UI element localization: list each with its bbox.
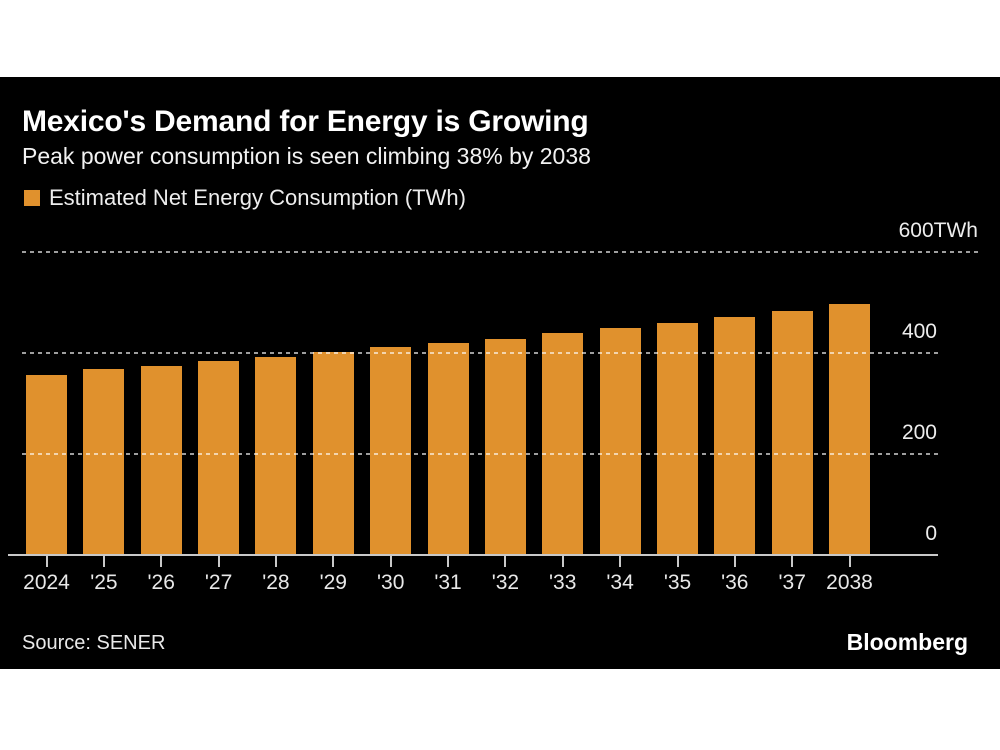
x-tick bbox=[332, 556, 335, 567]
bar-28 bbox=[255, 357, 297, 555]
x-tick bbox=[160, 556, 163, 567]
bar-36 bbox=[714, 317, 756, 555]
bar-25 bbox=[83, 369, 125, 555]
gridline-400 bbox=[22, 352, 940, 354]
x-tick-label: '26 bbox=[147, 571, 175, 594]
bar-31 bbox=[427, 343, 469, 555]
x-tick bbox=[791, 556, 794, 567]
chart-subtitle: Peak power consumption is seen climbing … bbox=[22, 143, 591, 169]
x-tick bbox=[274, 556, 277, 567]
x-tick-label: 2024 bbox=[23, 571, 70, 594]
bloomberg-logo: Bloomberg bbox=[846, 629, 968, 655]
legend-swatch-icon bbox=[24, 190, 40, 206]
x-tick-label: '37 bbox=[778, 571, 806, 594]
x-tick-label: '25 bbox=[90, 571, 118, 594]
x-tick bbox=[102, 556, 105, 567]
x-tick bbox=[217, 556, 220, 567]
y-tick-label: 200 bbox=[901, 421, 937, 444]
x-tick bbox=[389, 556, 392, 567]
y-tick-label: 400 bbox=[901, 320, 937, 343]
x-tick-label: '32 bbox=[491, 571, 520, 594]
bar-27 bbox=[198, 361, 240, 555]
x-tick-label: '31 bbox=[434, 571, 462, 594]
bar-2024 bbox=[26, 375, 67, 555]
source-note: Source: SENER bbox=[22, 632, 166, 654]
x-tick bbox=[619, 556, 622, 567]
x-tick-label: '28 bbox=[262, 571, 290, 594]
bar-37 bbox=[771, 311, 813, 555]
bar-34 bbox=[599, 328, 641, 555]
x-tick bbox=[848, 556, 851, 567]
chart-title: Mexico's Demand for Energy is Growing bbox=[22, 105, 589, 138]
bar-2038 bbox=[829, 304, 870, 555]
x-tick-label: 2038 bbox=[826, 571, 873, 594]
bar-32 bbox=[484, 339, 526, 555]
x-tick-label: '29 bbox=[319, 571, 347, 594]
legend-label: Estimated Net Energy Consumption (TWh) bbox=[49, 185, 466, 210]
x-tick-label: '34 bbox=[606, 571, 634, 594]
bar-33 bbox=[542, 333, 584, 555]
x-tick-label: '36 bbox=[721, 571, 749, 594]
y-tick-label: 0 bbox=[925, 522, 937, 545]
chart-panel: Mexico's Demand for Energy is Growing Pe… bbox=[0, 77, 1000, 669]
x-tick bbox=[561, 556, 564, 567]
y-tick-label: 600TWh bbox=[898, 219, 978, 242]
gridline-200 bbox=[22, 453, 940, 455]
x-axis-line bbox=[8, 554, 938, 556]
plot-area: 2024 '25 '26 '27 '28 '29 '30 '31 '32 '33 '34 '35 '36… bbox=[0, 77, 1000, 669]
x-tick bbox=[733, 556, 736, 567]
x-tick bbox=[45, 556, 48, 567]
bar-30 bbox=[370, 347, 412, 555]
x-tick bbox=[447, 556, 449, 567]
bar-26 bbox=[140, 366, 182, 555]
x-tick bbox=[504, 556, 507, 567]
gridline-600 bbox=[22, 251, 978, 253]
x-tick-label: '35 bbox=[663, 571, 692, 594]
bar-35 bbox=[657, 323, 698, 555]
x-tick-label: '30 bbox=[377, 571, 405, 594]
x-tick-label: '33 bbox=[549, 571, 577, 594]
x-tick bbox=[676, 556, 679, 567]
legend: Estimated Net Energy Consumption (TWh) bbox=[24, 185, 466, 211]
x-tick-label: '27 bbox=[204, 571, 233, 594]
